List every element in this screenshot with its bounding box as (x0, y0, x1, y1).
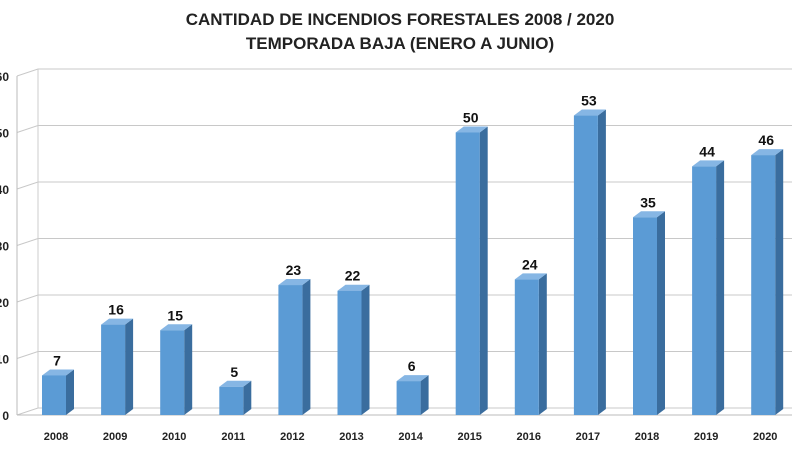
bar-top (160, 324, 193, 331)
bar-top (101, 318, 134, 325)
bar-2010: 15 (160, 307, 193, 415)
x-tick-label: 2010 (162, 431, 186, 443)
gridline (16, 125, 792, 133)
bar-top (692, 160, 725, 167)
bar-2019: 44 (692, 143, 725, 415)
x-tick-label: 2017 (576, 431, 600, 443)
bar-2009: 16 (101, 302, 134, 415)
bar-top (751, 149, 784, 156)
bar-top (337, 284, 370, 291)
bar-2017: 53 (573, 93, 606, 416)
gridline (16, 351, 792, 359)
y-tick-label: 0 (2, 409, 9, 423)
data-label: 53 (581, 93, 597, 109)
bar-front (692, 166, 717, 415)
data-label: 22 (345, 268, 361, 284)
y-tick-label: 50 (0, 127, 9, 141)
bar-side (420, 375, 429, 415)
bar-side (184, 324, 193, 415)
chart-subtitle: TEMPORADA BAJA (ENERO A JUNIO) (245, 34, 555, 53)
data-label: 44 (699, 143, 715, 159)
bar-side (597, 109, 606, 416)
bar-front (633, 217, 657, 415)
bar-2012: 23 (278, 262, 311, 415)
data-label: 15 (167, 307, 183, 323)
bar-top (396, 375, 429, 382)
x-tick-label: 2018 (635, 431, 659, 443)
bar-2018: 35 (633, 194, 665, 415)
bar-front (573, 115, 598, 416)
x-tick-label: 2009 (103, 431, 127, 443)
bar-front (751, 155, 776, 415)
bar-front (42, 375, 66, 415)
bar-front (514, 279, 539, 415)
y-tick-label: 40 (0, 183, 9, 197)
x-tick-label: 2008 (44, 431, 68, 443)
bar-top (573, 109, 606, 116)
bar-2015: 50 (455, 110, 488, 415)
bar-side (538, 273, 547, 415)
x-tick-label: 2019 (694, 431, 718, 443)
bar-top (514, 273, 547, 280)
data-label: 5 (230, 364, 238, 380)
data-label: 6 (408, 358, 416, 374)
y-tick-label: 60 (0, 70, 9, 84)
bar-2011: 5 (219, 364, 252, 415)
data-label: 7 (53, 352, 61, 368)
bar-side (361, 284, 370, 415)
bar-side (479, 126, 488, 415)
bar-top (42, 369, 74, 376)
bar-2013: 22 (337, 268, 370, 415)
y-tick-label: 30 (0, 240, 9, 254)
x-tick-label: 2011 (221, 431, 245, 443)
bar-front (455, 132, 480, 415)
gridline (16, 294, 792, 303)
bar-side (243, 380, 252, 415)
bar-front (337, 290, 362, 415)
bar-2008: 7 (42, 352, 74, 415)
bar-side (716, 160, 725, 415)
x-tick-label: 2020 (753, 431, 777, 443)
x-tick-label: 2013 (339, 431, 363, 443)
data-label: 50 (463, 110, 479, 126)
y-tick-label: 10 (0, 353, 9, 367)
chart-title: CANTIDAD DE INCENDIOS FORESTALES 2008 / … (185, 10, 615, 29)
data-label: 46 (758, 132, 774, 148)
bar-side (125, 318, 134, 415)
bar-2016: 24 (514, 256, 547, 415)
y-tick-label: 20 (0, 296, 9, 310)
bar-front (396, 381, 421, 415)
x-tick-label: 2014 (398, 431, 423, 443)
gridline (16, 181, 792, 190)
data-label: 16 (108, 302, 124, 318)
bar-front (160, 330, 185, 415)
gridline (16, 238, 792, 246)
bar-front (219, 386, 244, 415)
gridline (16, 68, 792, 77)
bar-top (633, 211, 665, 218)
bar-2014: 6 (396, 358, 429, 415)
data-label: 23 (286, 262, 302, 278)
x-tick-label: 2015 (457, 431, 481, 443)
bar-side (775, 149, 784, 415)
bar-front (101, 324, 126, 415)
bar-top (278, 279, 311, 286)
bar-top (219, 380, 252, 387)
bar-side (66, 369, 74, 415)
bar-2020: 46 (751, 132, 784, 415)
data-label: 35 (640, 194, 656, 210)
data-label: 24 (522, 256, 538, 272)
bar-front (278, 285, 303, 415)
x-tick-label: 2012 (280, 431, 304, 443)
bar-side (657, 211, 665, 415)
x-tick-label: 2016 (517, 431, 541, 443)
bar-top (455, 126, 488, 133)
bar-side (302, 279, 311, 415)
